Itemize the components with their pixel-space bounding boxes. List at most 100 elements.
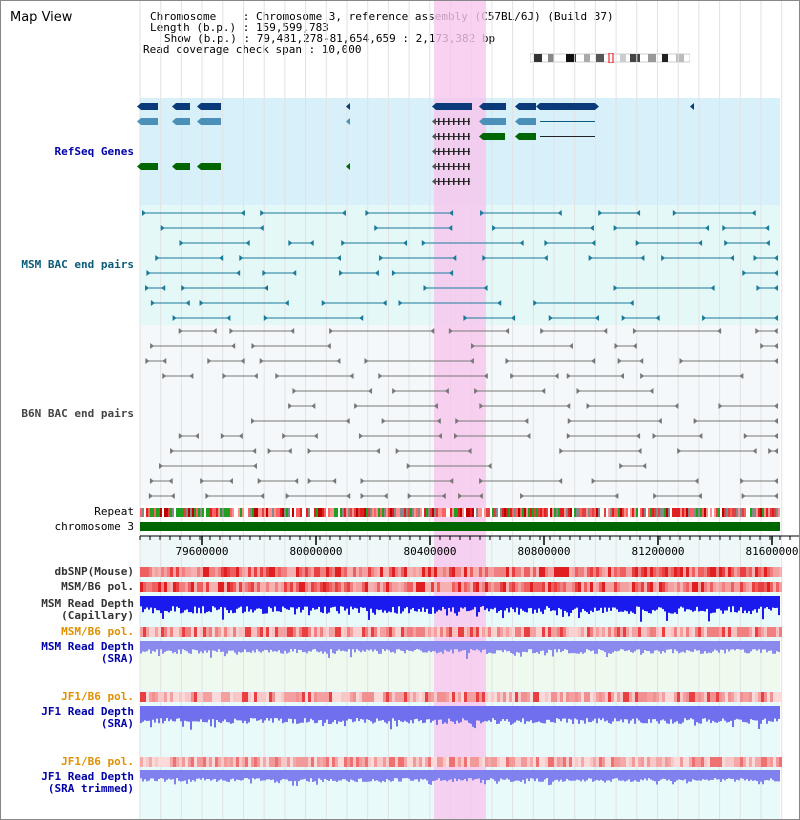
msm-bac-pair-end	[288, 240, 293, 246]
dbsnp-bin	[455, 567, 458, 577]
msm-depth-sra-bin	[350, 641, 352, 658]
jf1-b6-pol-bin	[746, 692, 749, 702]
jf1-depth-trim-bin	[146, 770, 148, 782]
msm-depth-cap-bin	[146, 596, 148, 608]
jf1-depth-sra-bin	[154, 706, 156, 723]
msm-b6-pol-bin	[428, 582, 431, 592]
msm-bac-pair-end	[142, 210, 147, 216]
refseq-exon	[438, 133, 440, 140]
msm-depth-cap-bin	[300, 596, 302, 613]
msm-depth-sra-bin	[582, 641, 584, 654]
msm-depth-sra-bin	[198, 641, 200, 654]
jf1-depth-trim-bin	[366, 770, 368, 782]
msm-b6-pol-bin	[221, 582, 224, 592]
jf1-b6-pol-bin	[605, 692, 608, 702]
msm-b6-pol-sra-bin	[656, 627, 659, 637]
msm-depth-sra-bin	[776, 641, 778, 652]
jf1-b6-pol-trim-bin	[698, 757, 701, 767]
jf1-b6-pol-bin	[581, 692, 584, 702]
msm-depth-cap-bin	[496, 596, 498, 613]
repeat-bin	[168, 508, 170, 517]
jf1-depth-sra-bin	[742, 706, 744, 722]
msm-depth-cap-bin	[268, 596, 270, 607]
msm-depth-sra-bin	[368, 641, 370, 651]
dbsnp-bin	[362, 567, 365, 577]
msm-depth-sra-bin	[640, 641, 642, 655]
msm-depth-sra-bin	[692, 641, 694, 652]
jf1-depth-trim-bin	[744, 770, 746, 781]
jf1-b6-pol-trim-bin	[152, 757, 155, 767]
jf1-depth-sra-bin	[366, 706, 368, 720]
jf1-b6-pol-bin	[680, 692, 683, 702]
msm-depth-cap-bin	[392, 596, 394, 608]
jf1-b6-pol-bin	[485, 692, 488, 702]
msm-bac-pair-end	[341, 210, 346, 216]
msm-b6-pol-bin	[239, 582, 242, 592]
jf1-b6-pol-trim-bin	[422, 757, 425, 767]
msm-depth-sra-bin	[256, 641, 258, 650]
msm-bac-pair-end	[710, 285, 715, 291]
jf1-depth-sra-bin	[560, 706, 562, 722]
msm-b6-pol-bin	[209, 582, 212, 592]
jf1-depth-trim-bin	[386, 770, 388, 779]
msm-depth-sra-bin	[472, 641, 474, 651]
jf1-b6-pol-trim-bin	[197, 757, 200, 767]
jf1-depth-sra-bin	[542, 706, 544, 724]
msm-depth-cap-bin	[724, 596, 726, 611]
msm-depth-sra-bin	[510, 641, 512, 653]
repeat-bin	[470, 508, 472, 517]
msm-b6-pol-bin	[437, 582, 440, 592]
repeat-bin	[220, 508, 222, 517]
msm-depth-cap-bin	[674, 596, 676, 613]
msm-depth-sra-bin	[654, 641, 656, 651]
msm-b6-pol-sra-bin	[773, 627, 776, 637]
jf1-depth-trim-bin	[626, 770, 628, 781]
jf1-b6-pol-bin	[464, 692, 467, 702]
repeat-bin	[324, 508, 326, 517]
msm-b6-pol-sra-bin	[689, 627, 692, 637]
jf1-b6-pol-bin	[236, 692, 239, 702]
dbsnp-bin	[386, 567, 389, 577]
msm-depth-sra-bin	[364, 641, 366, 652]
msm-b6-pol-bin	[479, 582, 482, 592]
jf1-depth-trim-bin	[420, 770, 422, 779]
jf1-b6-pol-bin	[665, 692, 668, 702]
dbsnp-bin	[254, 567, 257, 577]
jf1-b6-pol-bin	[203, 692, 206, 702]
jf1-depth-sra-bin	[594, 706, 596, 719]
msm-depth-sra-bin	[324, 641, 326, 652]
dbsnp-bin	[629, 567, 632, 577]
msm-bac-pair-end	[774, 315, 778, 321]
dbsnp-bin	[734, 567, 737, 577]
jf1-depth-sra-bin	[396, 706, 398, 727]
jf1-depth-sra-bin	[552, 706, 554, 723]
msm-depth-cap-bin	[316, 596, 318, 610]
jf1-b6-pol-bin	[161, 692, 164, 702]
jf1-depth-sra-bin	[296, 706, 298, 724]
msm-b6-pol-bin	[293, 582, 296, 592]
msm-bac-pair-end	[284, 300, 289, 306]
msm-depth-sra-bin	[604, 641, 606, 653]
msm-b6-pol-sra-bin	[632, 627, 635, 637]
jf1-depth-sra-bin	[260, 706, 262, 720]
dbsnp-bin	[521, 567, 524, 577]
repeat-bin	[476, 508, 478, 517]
repeat-bin	[562, 508, 564, 517]
msm-b6-pol-sra-bin	[665, 627, 668, 637]
jf1-b6-pol-trim-bin	[353, 757, 356, 767]
jf1-depth-sra-bin	[778, 706, 780, 719]
dbsnp-bin	[353, 567, 356, 577]
b6n-bac-pair-end	[487, 463, 492, 469]
msm-depth-sra-bin	[516, 641, 518, 653]
jf1-b6-pol-trim-bin	[506, 757, 509, 767]
jf1-depth-sra-bin	[346, 706, 348, 721]
repeat-bin	[216, 508, 218, 517]
jf1-depth-sra-bin	[442, 706, 444, 724]
jf1-b6-pol-trim-bin	[662, 757, 665, 767]
jf1-depth-trim-bin	[716, 770, 718, 780]
chromosome-ideogram[interactable]	[530, 53, 690, 63]
jf1-b6-pol-trim-bin	[545, 757, 548, 767]
jf1-b6-pol-bin	[530, 692, 533, 702]
jf1-depth-sra-bin	[322, 706, 324, 727]
